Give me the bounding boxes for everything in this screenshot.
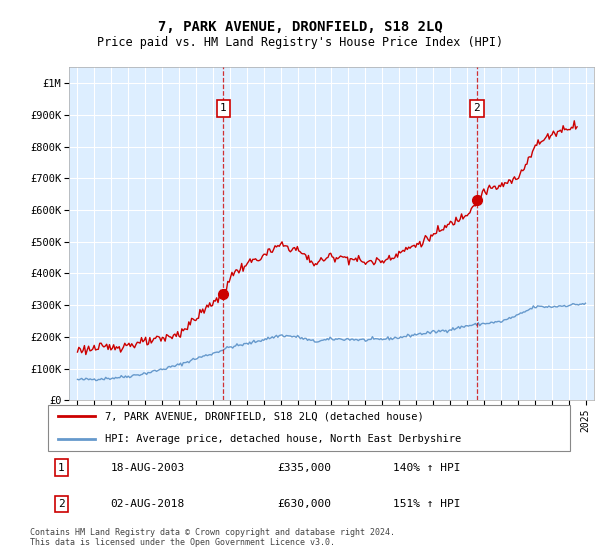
Text: 18-AUG-2003: 18-AUG-2003 [110,463,185,473]
Text: HPI: Average price, detached house, North East Derbyshire: HPI: Average price, detached house, Nort… [106,435,461,444]
Text: 2: 2 [473,104,480,114]
Text: 151% ↑ HPI: 151% ↑ HPI [392,499,460,509]
Text: 140% ↑ HPI: 140% ↑ HPI [392,463,460,473]
Text: Price paid vs. HM Land Registry's House Price Index (HPI): Price paid vs. HM Land Registry's House … [97,36,503,49]
Text: 1: 1 [220,104,227,114]
Text: £335,000: £335,000 [278,463,332,473]
Text: 1: 1 [58,463,64,473]
Text: 2: 2 [58,499,64,509]
Text: £630,000: £630,000 [278,499,332,509]
Text: 7, PARK AVENUE, DRONFIELD, S18 2LQ: 7, PARK AVENUE, DRONFIELD, S18 2LQ [158,20,442,34]
FancyBboxPatch shape [48,405,570,451]
Text: 02-AUG-2018: 02-AUG-2018 [110,499,185,509]
Text: Contains HM Land Registry data © Crown copyright and database right 2024.
This d: Contains HM Land Registry data © Crown c… [30,528,395,547]
Text: 7, PARK AVENUE, DRONFIELD, S18 2LQ (detached house): 7, PARK AVENUE, DRONFIELD, S18 2LQ (deta… [106,412,424,421]
